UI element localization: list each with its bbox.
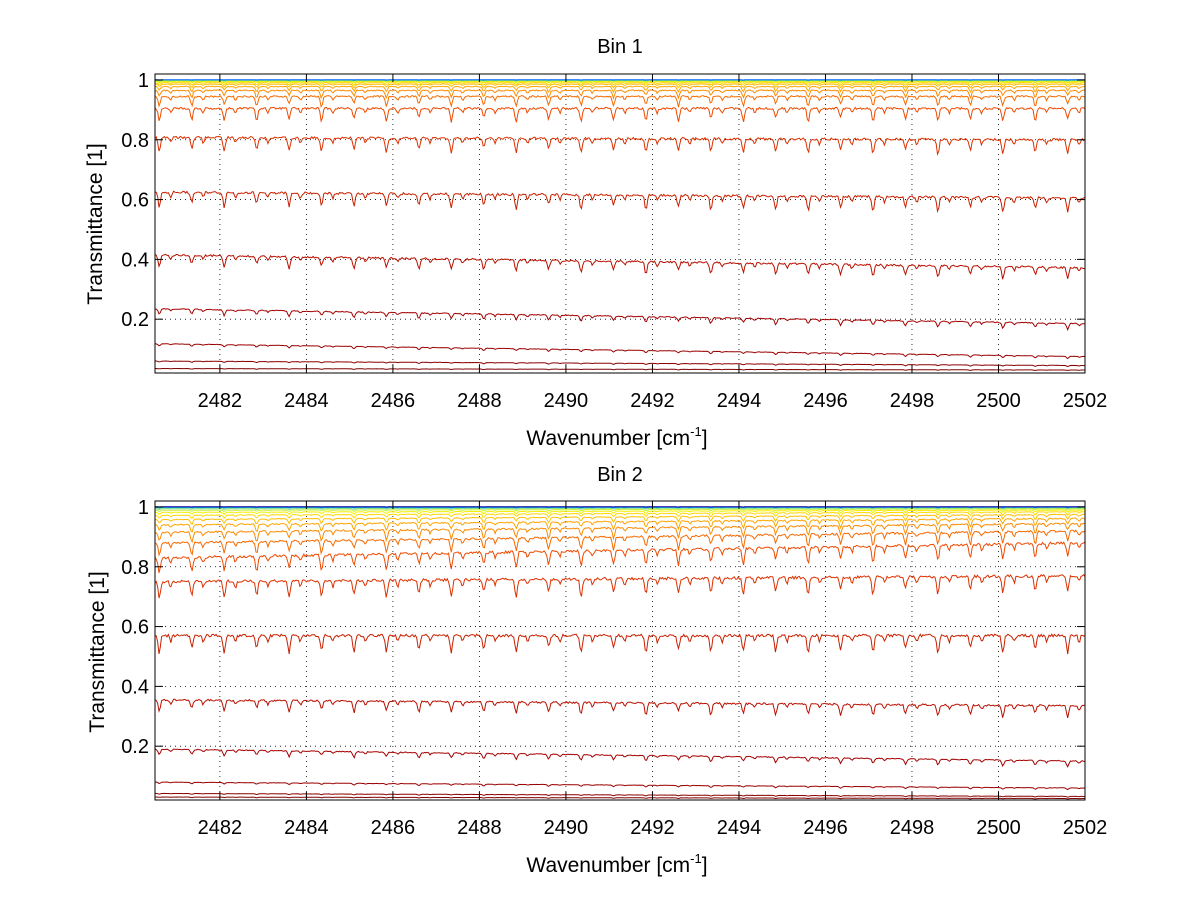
series-line: [155, 191, 1085, 212]
series-line: [155, 523, 1085, 542]
series-line: [155, 634, 1085, 654]
y-tick-label: 0.8: [121, 557, 149, 579]
chart-title: Bin 1: [597, 36, 643, 58]
x-tick-label: 2482: [198, 390, 243, 412]
y-tick-label: 0.2: [121, 736, 149, 758]
series-group: [155, 80, 1085, 371]
x-tick-label: 2496: [803, 817, 848, 839]
series-line: [155, 107, 1085, 122]
x-tick-label: 2494: [717, 817, 762, 839]
x-tick-label: 2492: [630, 817, 675, 839]
series-line: [155, 782, 1085, 790]
x-tick-label: 2490: [544, 390, 589, 412]
grid-lines: [155, 74, 1085, 373]
x-tick-label: 2500: [976, 390, 1021, 412]
y-tick-label: 1: [138, 70, 149, 92]
y-tick-label: 0.4: [121, 249, 149, 271]
y-tick-label: 0.2: [121, 309, 149, 331]
y-tick-label: 1: [138, 497, 149, 519]
x-axis-label: Wavenumber [cm-1]: [526, 424, 707, 450]
x-tick-label: 2496: [803, 390, 848, 412]
x-tick-label: 2494: [717, 390, 762, 412]
series-line: [155, 369, 1085, 371]
y-tick-label: 0.6: [121, 617, 149, 639]
x-tick-label: 2492: [630, 390, 675, 412]
x-tick-label: 2500: [976, 817, 1021, 839]
y-tick-label: 0.4: [121, 676, 149, 698]
x-tick-label: 2488: [457, 390, 502, 412]
x-tick-label: 2484: [284, 390, 329, 412]
y-tick-labels: 0.2 0.4 0.6 0.8 1: [121, 497, 149, 758]
series-line: [155, 575, 1085, 598]
series-group: [155, 507, 1085, 799]
series-line: [155, 793, 1085, 797]
series-line: [155, 797, 1085, 799]
y-tick-label: 0.8: [121, 130, 149, 152]
axes-box: [155, 74, 1085, 373]
x-tick-labels: 2482 2484 2486 2488 2490 2492 2494 2496 2498 2500…: [198, 390, 1108, 412]
x-tick-labels: 2482 2484 2486 2488 2490 2492 2494 2496 2498 2500…: [198, 817, 1108, 839]
x-tick-label: 2502: [1063, 390, 1108, 412]
y-axis-label: Transmittance [1]: [86, 571, 109, 732]
x-axis-label: Wavenumber [cm-1]: [526, 851, 707, 877]
series-line: [155, 254, 1085, 279]
series-line: [155, 749, 1085, 767]
series-line: [155, 699, 1085, 718]
series-line: [155, 344, 1085, 359]
tick-marks: [155, 74, 1085, 373]
x-tick-label: 2486: [371, 390, 416, 412]
x-tick-label: 2498: [890, 817, 935, 839]
x-tick-label: 2482: [198, 817, 243, 839]
series-line: [155, 96, 1085, 108]
x-tick-label: 2488: [457, 817, 502, 839]
series-line: [155, 361, 1085, 367]
series-line: [155, 530, 1085, 555]
x-tick-label: 2486: [371, 817, 416, 839]
x-tick-label: 2502: [1063, 817, 1108, 839]
y-tick-labels: 0.2 0.4 0.6 0.8 1: [121, 70, 149, 331]
series-line: [155, 136, 1085, 154]
x-tick-label: 2484: [284, 817, 329, 839]
chart-title: Bin 2: [597, 464, 643, 486]
series-line: [155, 542, 1085, 573]
series-line: [155, 86, 1085, 92]
y-axis-label: Transmittance [1]: [84, 143, 107, 304]
x-tick-label: 2490: [544, 817, 589, 839]
y-tick-label: 0.6: [121, 190, 149, 212]
x-tick-label: 2498: [890, 390, 935, 412]
